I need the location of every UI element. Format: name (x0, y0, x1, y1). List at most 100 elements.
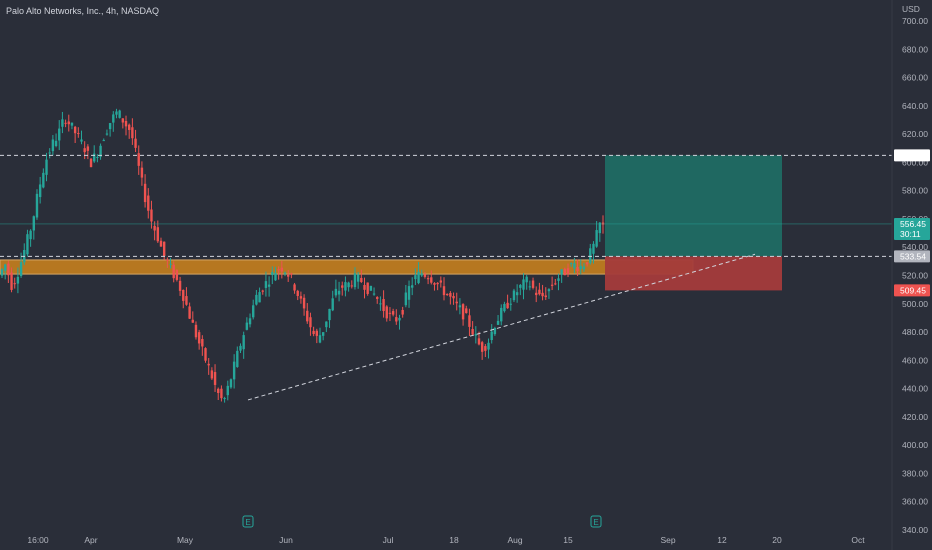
candle-body (388, 312, 392, 314)
candle-body (328, 308, 331, 321)
candle-body (185, 296, 188, 305)
trend-line[interactable] (247, 253, 756, 401)
candle-body (172, 264, 175, 279)
y-tick-label: 600.00 (902, 157, 928, 167)
last-price-badge-countdown: 30:11 (900, 229, 921, 239)
candle-body (353, 273, 357, 288)
x-tick-label: 12 (717, 535, 727, 545)
candle-body (411, 285, 414, 288)
candle-body (13, 283, 16, 285)
candle-body (121, 118, 125, 123)
candle-body (309, 317, 312, 328)
candle-body (528, 286, 532, 288)
candle-body (321, 332, 325, 336)
candle-body (77, 133, 80, 135)
candle-body (156, 227, 160, 242)
candle-body (531, 280, 535, 288)
candle-body (197, 332, 201, 344)
stop-price-badge: 509.45 (900, 285, 926, 295)
candle-body (182, 289, 185, 301)
candle-body (64, 122, 67, 124)
last-price-badge: 556.45 (900, 219, 926, 229)
candle-body (407, 286, 411, 300)
candle-body (229, 379, 233, 388)
candle-body (16, 276, 20, 284)
candle-body (175, 270, 179, 280)
x-tick-label: May (177, 535, 194, 545)
candle-body (166, 259, 169, 261)
candle-body (315, 330, 319, 336)
candle-body (118, 110, 121, 118)
candle-body (252, 305, 255, 318)
y-tick-label: 520.00 (902, 271, 928, 281)
support-zone[interactable] (0, 259, 694, 275)
x-tick-label: Sep (660, 535, 675, 545)
candle-body (550, 284, 554, 286)
candle-body (290, 273, 293, 275)
entry-price-badge: 533.54 (900, 251, 926, 261)
candle-body (445, 293, 449, 295)
candle-body (337, 290, 341, 295)
candle-body (258, 292, 261, 303)
candle-body (417, 271, 420, 284)
earnings-icon-label: E (593, 518, 598, 527)
candle-body (439, 280, 443, 283)
candle-body (242, 335, 245, 350)
candle-body (0, 269, 4, 276)
candle-body (538, 289, 541, 295)
candle-body (293, 284, 296, 291)
earnings-icon[interactable] (590, 515, 602, 528)
candle-body (573, 263, 576, 269)
candle-body (503, 303, 506, 312)
candle-body (108, 123, 112, 130)
candle-body (455, 301, 458, 304)
candle-body (487, 342, 490, 350)
x-tick-label: 15 (563, 535, 573, 545)
candle-body (595, 230, 598, 247)
candle-body (366, 282, 369, 294)
target-price-badge: 605.00 (900, 150, 926, 160)
candle-body (566, 268, 570, 275)
candle-body (45, 159, 48, 175)
candle-body (261, 290, 264, 292)
candle-body (26, 234, 29, 255)
candle-body (414, 275, 417, 280)
candle-body (500, 307, 503, 322)
candle-body (58, 128, 61, 141)
candle-body (264, 281, 268, 288)
loss-zone[interactable] (605, 256, 782, 291)
candle-body (452, 296, 455, 299)
candle-body (458, 305, 462, 308)
candle-body (93, 153, 96, 162)
candle-body (7, 263, 10, 276)
candle-body (267, 284, 271, 287)
candle-body (131, 127, 134, 139)
last-price-badge-bg (894, 217, 930, 240)
y-tick-label: 400.00 (902, 440, 928, 450)
earnings-icon[interactable] (242, 515, 254, 528)
candle-body (67, 121, 70, 125)
candle-body (579, 265, 582, 269)
time-axis[interactable]: 16:00 Apr May Jun Jul 18 Aug 15 Sep 12 20 Oct (27, 535, 865, 545)
candle-body (140, 167, 144, 178)
candle-body (54, 140, 58, 146)
candle-body (391, 311, 395, 315)
candle-body (589, 248, 592, 263)
candle-body (194, 324, 198, 338)
candle-body (38, 184, 42, 198)
candle-body (331, 298, 334, 311)
candle-body (226, 385, 229, 396)
candle-body (35, 193, 39, 218)
candle-body (271, 272, 274, 276)
candle-body (544, 295, 547, 298)
candles-layer (0, 108, 605, 403)
candle-body (344, 282, 347, 291)
candle-body (169, 263, 172, 265)
candle-body (102, 140, 105, 142)
candle-body (398, 317, 401, 321)
candle-body (582, 266, 586, 270)
candle-body (283, 272, 287, 274)
profit-zone[interactable] (605, 155, 782, 257)
